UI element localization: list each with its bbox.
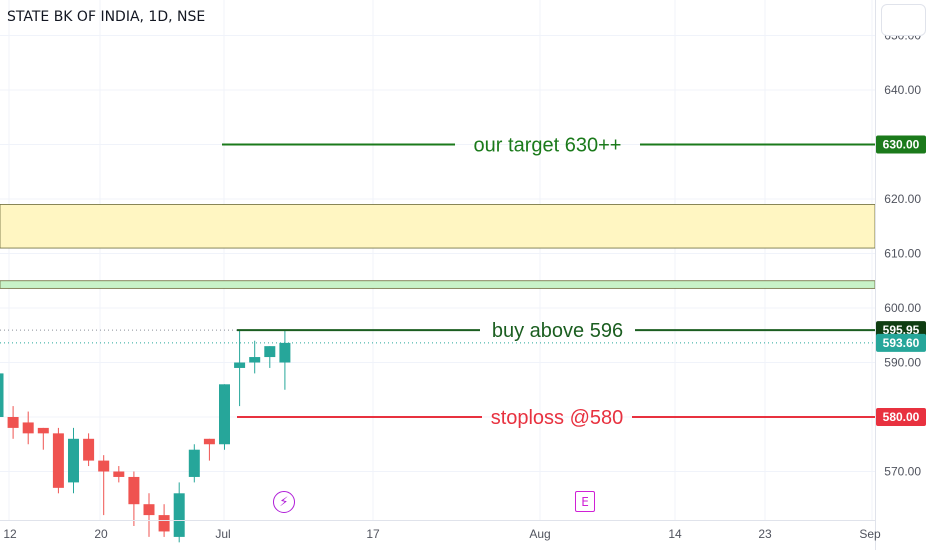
time-tick-label: 20 <box>94 527 108 541</box>
level-label: buy above 596 <box>492 320 623 342</box>
candle-body[interactable] <box>279 342 291 363</box>
price-tick-label: 600.00 <box>884 301 921 315</box>
candle-body[interactable] <box>98 460 110 472</box>
price-badge <box>876 408 926 426</box>
time-tick-label: 12 <box>3 527 17 541</box>
candle-body[interactable] <box>37 427 49 434</box>
price-tick-label: 640.00 <box>884 83 921 97</box>
zone-rect <box>0 280 876 289</box>
zone-rect <box>0 204 876 249</box>
candle-body[interactable] <box>173 493 185 537</box>
candle-body[interactable] <box>68 438 79 483</box>
price-tick-label: 570.00 <box>884 465 921 479</box>
time-tick-label: Aug <box>529 527 550 541</box>
candle-body[interactable] <box>203 438 215 445</box>
earnings-icon[interactable]: E <box>575 491 595 512</box>
price-tick-label: 590.00 <box>884 356 921 370</box>
candle-body[interactable] <box>0 373 4 417</box>
candle-body[interactable] <box>83 438 95 461</box>
price-badge <box>876 135 926 154</box>
candle-body[interactable] <box>158 515 170 532</box>
time-tick-label: Sep <box>859 527 881 541</box>
price-tick-label: 610.00 <box>884 247 921 261</box>
symbol-title[interactable]: STATE BK OF INDIA, 1D, NSE <box>7 9 206 25</box>
time-tick-label: Jul <box>215 527 230 541</box>
price-tick-label: 620.00 <box>884 192 921 206</box>
candle-body[interactable] <box>143 504 155 516</box>
time-tick-label: 23 <box>758 527 772 541</box>
candle-body[interactable] <box>52 433 64 488</box>
price-badge-label: 580.00 <box>883 410 920 424</box>
lightning-icon[interactable]: ⚡ <box>273 491 295 513</box>
price-badge <box>876 333 926 352</box>
candle-body[interactable] <box>234 362 246 368</box>
candle-body[interactable] <box>249 357 261 363</box>
level-label: our target 630++ <box>474 135 622 157</box>
candle-body[interactable] <box>7 417 19 428</box>
price-badge-label: 630.00 <box>883 138 920 152</box>
price-badge-label: 593.60 <box>883 336 920 350</box>
price-badge-label: 595.95 <box>883 323 920 337</box>
candle-body[interactable] <box>219 384 230 445</box>
time-tick-label: 14 <box>668 527 682 541</box>
candle-body[interactable] <box>264 346 276 358</box>
candle-body[interactable] <box>128 476 140 505</box>
level-label: stoploss @580 <box>491 407 624 429</box>
candle-body[interactable] <box>188 449 200 477</box>
candle-body[interactable] <box>113 471 125 477</box>
time-tick-label: 17 <box>366 527 380 541</box>
chart-settings-button[interactable] <box>881 4 926 36</box>
candle-body[interactable] <box>22 422 34 434</box>
